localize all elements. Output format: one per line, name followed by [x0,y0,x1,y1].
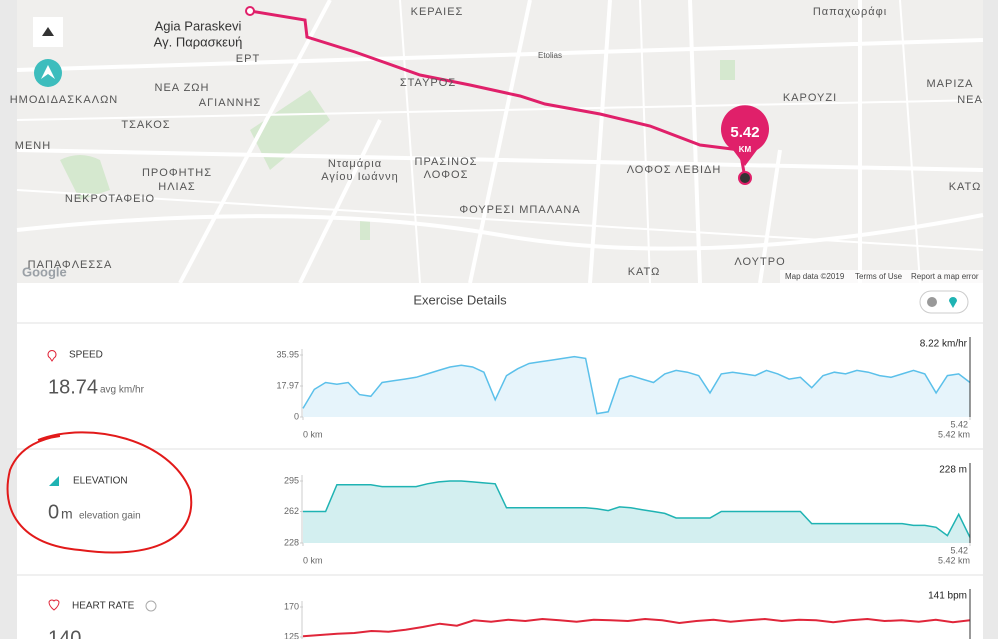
map-label: ΕΡΤ [236,53,260,65]
distance-marker [721,105,770,166]
map-label: ΦΟΥΡΕΣΙ ΜΠΑΛΑΝΑ [459,204,580,216]
map-label: ΚΑΤΩ [628,266,661,278]
metric-value: 18.74 [48,376,98,398]
map-label: ΝΕΚΡΟΤΑΦΕΙΟ [65,193,155,205]
map-label: ΠΡΑΣΙΝΟΣ [415,156,478,168]
y-tick-label: 262 [284,506,299,516]
report-link[interactable]: Report a map error [911,272,979,281]
route-start [245,6,255,16]
metric-note: elevation gain [79,511,141,522]
view-toggle[interactable] [919,290,969,314]
x-tick-label: 5.42 km [938,555,970,565]
map-label: ΤΣΑΚΟΣ [121,119,170,131]
map-label: ΗΜΟΔΙΔΑΣΚΑΛΩΝ [10,94,119,106]
route [249,9,747,179]
map-label: ΝΕΑ [957,94,983,106]
map-label: ΑΓΙΑΝΝΗΣ [199,97,261,109]
x-tick-label: 0 km [303,555,323,565]
map-label: ΠΡΟΦΗΤΗΣ [142,167,212,179]
map-label: ΚΕΡΑΙΕΣ [411,6,464,18]
map-label: Νταμάρια [328,158,382,170]
metric-unit: avg km/hr [100,385,145,396]
map-label: ΚΑΡΟΥΖΙ [783,92,837,104]
end-label: 5.42 [950,419,968,429]
y-tick-label: 170 [284,601,299,611]
x-tick-label: 5.42 km [938,429,970,439]
area-fill [303,356,970,417]
route-icon [41,65,55,79]
series-line [302,617,971,638]
minor-roads [16,0,984,284]
map-logo: Google [22,264,67,279]
map-label: Αγίου Ιωάννη [321,171,398,183]
y-tick-label: 0 [294,411,299,421]
series-line [303,480,971,538]
metric-name: HEART RATE [72,601,135,612]
metric-value: 0 [48,501,59,523]
terrain-icon [42,27,54,36]
elevation-icon [49,476,59,486]
y-tick-label: 125 [284,631,299,639]
charts: 0 17.97 35.95 0 km 5.42 km 8.22 km/hr 5.42 228 2… [276,337,971,639]
y-tick-label: 295 [284,475,299,485]
series-line [302,355,971,415]
map-label: Παπαχωράφι [813,6,887,18]
time-icon[interactable] [927,297,937,307]
map-label: ΝΕΑ ΖΩΗ [155,82,210,94]
y-tick-label: 35.95 [276,349,299,359]
heart-icon [48,599,60,611]
metric-name: SPEED [69,350,103,361]
marker-value: 5.42 [730,124,759,141]
marker-unit: KM [739,145,752,154]
map-label: ΛΟΦΟΣ ΛΕΒΙΔΗ [627,164,722,176]
map-label: ΣΤΑΥΡΟΣ [400,77,456,89]
route-end [738,171,752,185]
map-icon[interactable] [949,297,957,308]
help-icon[interactable] [145,600,157,612]
terms-link[interactable]: Terms of Use [855,272,903,281]
area-fill [303,481,970,543]
annotation-circle [6,431,193,554]
map-label: ΛΟΥΤΡΟ [734,256,785,268]
map-data: Map data ©2019 [785,272,845,281]
details-title: Exercise Details [413,292,507,307]
x-tick-label: 0 km [303,429,323,439]
current-value: 228 m [939,465,967,476]
map-label: Agia Paraskevi [155,18,242,33]
attribution-bar [780,270,983,283]
current-value: 141 bpm [928,591,967,602]
end-label: 5.42 [950,545,968,555]
metric-name: ELEVATION [73,476,128,487]
metric-unit: m [61,506,73,522]
y-tick-label: 17.97 [276,380,299,390]
current-value: 8.22 km/hr [920,339,968,350]
metric-value: 140 [48,627,81,639]
map-label: ΜΕΝΗ [15,140,51,152]
map-label: Αγ. Παρασκευή [154,34,243,49]
map: 5.42 KM Google Map data ©2019 Terms of U… [10,0,984,284]
map-label: Etolias [538,51,562,60]
map-label: ΛΟΦΟΣ [424,169,469,181]
speed-icon [47,350,57,362]
map-label: ΗΛΙΑΣ [158,181,195,193]
map-label: ΜΑΡΙΖΑ [927,78,974,90]
map-label: ΚΑΤΩ [949,181,982,193]
y-tick-label: 228 [284,537,299,547]
map-label: ΠΑΠΑΦΛΕΣΣΑ [28,259,113,271]
